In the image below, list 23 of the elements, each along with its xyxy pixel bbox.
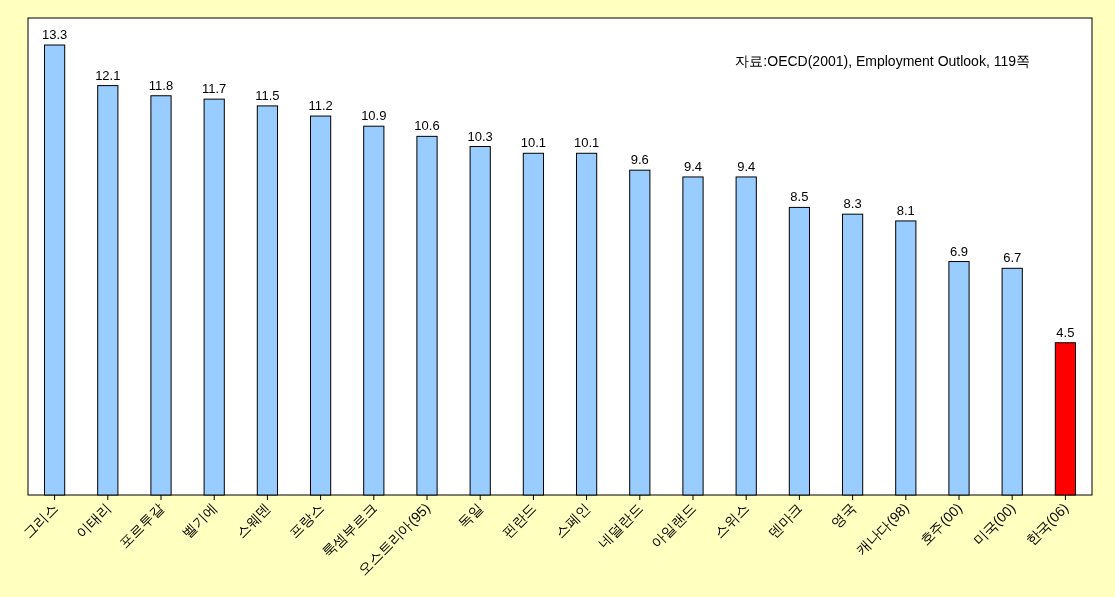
x-tick-label: 영국 <box>827 499 859 531</box>
data-label: 8.1 <box>896 202 915 218</box>
data-label: 10.1 <box>520 135 547 151</box>
data-label: 11.8 <box>148 77 174 93</box>
data-label: 9.4 <box>683 158 703 174</box>
data-label: 11.7 <box>202 81 227 97</box>
data-label: 10.1 <box>573 135 600 151</box>
x-tick-label: 독일 <box>455 499 487 531</box>
data-label: 11.2 <box>308 98 333 114</box>
data-label: 13.3 <box>41 27 68 42</box>
data-label: 10.6 <box>414 118 440 134</box>
annotation: 자료:OECD(2001), Employment Outlook, 119쪽 <box>735 53 1030 69</box>
data-label: 8.3 <box>843 196 862 212</box>
data-label: 9.6 <box>630 152 649 168</box>
data-label: 6.7 <box>1003 250 1022 266</box>
data-label: 8.5 <box>790 189 809 205</box>
data-label: 11.5 <box>255 87 280 103</box>
data-label: 6.9 <box>949 243 969 259</box>
data-label: 4.5 <box>1056 324 1075 340</box>
data-label: 12.1 <box>95 67 121 83</box>
data-label: 10.9 <box>361 108 387 124</box>
data-label: 10.3 <box>467 128 493 144</box>
data-label: 9.4 <box>737 158 756 174</box>
